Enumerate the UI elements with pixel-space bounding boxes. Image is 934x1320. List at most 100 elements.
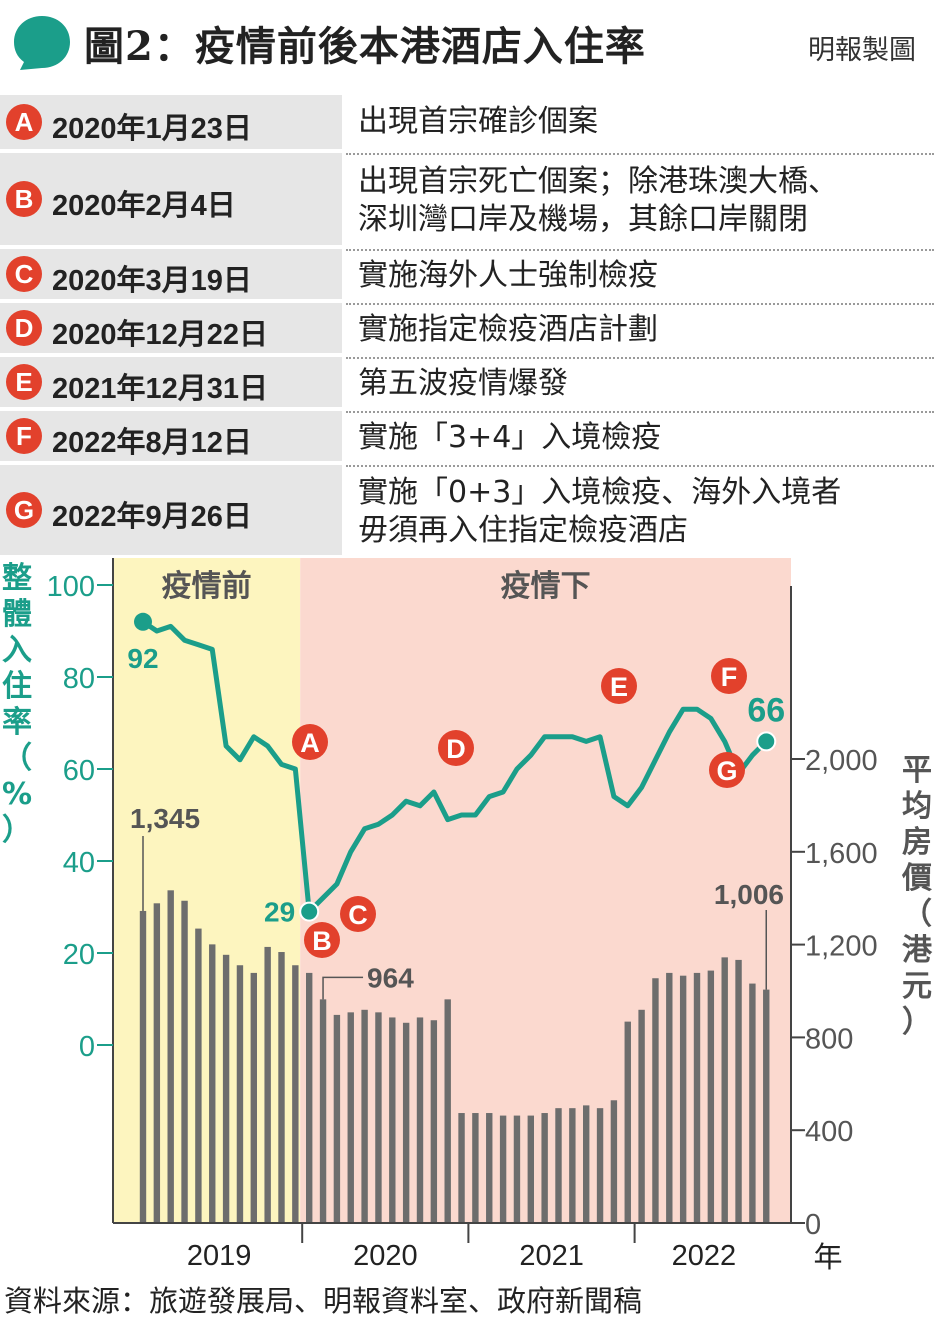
year-label: 2022 [672,1240,737,1272]
event-date: 2020年1月23日 [52,113,252,145]
room-rate-bar [652,978,659,1223]
left-axis-label-char: 整 [2,561,32,596]
occupancy-end-label: 66 [747,691,785,729]
rate-low-label: 964 [367,962,414,993]
event-date: 2021年12月31日 [52,373,269,405]
room-rate-bar [610,1100,618,1223]
event-badge: A [6,104,42,140]
year-label: 2021 [519,1240,584,1272]
occupancy-end-point [756,731,777,752]
source-note: 資料來源：旅遊發展局、明報資料室、政府新聞稿 [4,1284,643,1318]
year-label: 2019 [187,1240,252,1272]
event-date-cell: A 2020年1月23日 [0,95,342,149]
room-rate-bar [402,1022,410,1223]
room-rate-bar [541,1113,548,1223]
event-badge: C [6,256,42,292]
room-rate-bar [416,1017,424,1223]
left-tick-label: 20 [63,939,95,971]
event-badge: F [6,418,42,454]
right-axis-label-char: 價 [901,861,932,896]
occupancy-low-label: 29 [264,897,295,928]
room-rate-bar [735,959,742,1223]
right-axis-label-char: 房 [902,825,932,860]
event-description-cell: 出現首宗確診個案 [346,95,934,149]
left-axis-label-char: 住 [2,669,32,704]
chart-event-letter: D [446,734,466,764]
room-rate-bar [569,1108,576,1223]
left-tick-label: 60 [63,755,95,787]
room-rate-bar [250,972,257,1223]
room-rate-bar [527,1115,534,1223]
chart-event-letter: C [348,900,368,930]
rate-end-label: 1,006 [714,879,784,910]
room-rate-bar [513,1115,521,1223]
room-rate-bar [763,989,770,1223]
event-badge: D [6,310,42,346]
x-unit-label: 年 [813,1240,842,1274]
left-tick-label: 40 [63,847,95,879]
right-axis-label-char: ） [902,1005,932,1040]
event-date-cell: E 2021年12月31日 [0,357,342,407]
left-axis-label-char: % [2,777,32,812]
chart-event-badge [601,668,637,704]
room-rate-bar [555,1108,562,1223]
room-rate-bar [693,972,701,1223]
chart-event-badge [304,922,340,958]
pre-period-label: 疫情前 [162,569,252,604]
room-rate-bar [721,957,728,1223]
event-date-cell: D 2020年12月22日 [0,303,342,353]
chart-event-badge [292,724,328,760]
occupancy-start-point [134,612,152,631]
room-rate-bar [666,972,673,1223]
right-tick-label: 0 [805,1209,821,1241]
event-row: D 2020年12月22日 實施指定檢疫酒店計劃 [0,303,934,353]
chart-event-letter: G [716,756,737,786]
event-description: 出現首宗確診個案 [358,104,598,139]
chart-event-letter: F [721,662,738,692]
room-rate-bar [375,1012,382,1223]
right-axis-label-char: 均 [902,789,932,824]
event-date-cell: F 2022年8月12日 [0,411,342,461]
room-rate-bar [624,1021,631,1223]
chart-event-letter: E [610,672,628,702]
occupancy-start-label: 92 [127,643,158,674]
room-rate-bar [153,903,161,1223]
left-axis-label-char: 率 [2,705,32,740]
event-date-cell: C 2020年3月19日 [0,249,342,299]
event-date: 2020年3月19日 [52,265,252,297]
event-description: 第五波疫情爆發 [358,366,568,401]
event-date: 2022年8月12日 [52,427,252,459]
room-rate-bar [264,946,271,1223]
event-date-cell: B 2020年2月4日 [0,153,342,245]
event-row: A 2020年1月23日 出現首宗確診個案 [0,95,934,149]
chart-event-badge [711,658,747,694]
room-rate-bar [209,944,216,1223]
credit-label: 明報製圖 [808,35,916,66]
room-rate-bar [707,970,715,1223]
event-description-cell: 出現首宗死亡個案；除港珠澳大橋、 深圳灣口岸及機場，其餘口岸關閉 [346,153,934,245]
right-axis-label-char: 元 [902,969,932,1004]
occupancy-line [140,619,769,915]
room-rate-bar [236,965,244,1223]
event-row: F 2022年8月12日 實施「3+4」入境檢疫 [0,411,934,461]
room-rate-bar [181,900,188,1223]
room-rate-bar [596,1108,604,1223]
event-badge: B [6,181,42,217]
room-rate-bar [292,965,299,1223]
chart-event-letter: A [300,728,320,758]
event-row: E 2021年12月31日 第五波疫情爆發 [0,357,934,407]
event-description: 實施指定檢疫酒店計劃 [358,312,658,347]
chart-title: 圖2：疫情前後本港酒店入住率 [84,23,646,70]
chart-event-badge [340,896,376,932]
room-rate-bar [319,999,327,1223]
room-rate-bar [583,1105,590,1223]
left-tick-label: 80 [63,663,95,695]
event-description: 出現首宗死亡個案；除港珠澳大橋、 深圳灣口岸及機場，其餘口岸關閉 [358,164,838,237]
left-axis-label-char: ） [2,813,32,848]
room-rate-bar [306,972,313,1223]
event-row: C 2020年3月19日 實施海外人士強制檢疫 [0,249,934,299]
room-rate-bar [333,1014,341,1223]
event-description-cell: 實施「0+3」入境檢疫、海外入境者 毋須再入住指定檢疫酒店 [346,465,934,555]
chart-event-letter: B [312,926,332,956]
rate-start-label: 1,345 [130,803,200,834]
